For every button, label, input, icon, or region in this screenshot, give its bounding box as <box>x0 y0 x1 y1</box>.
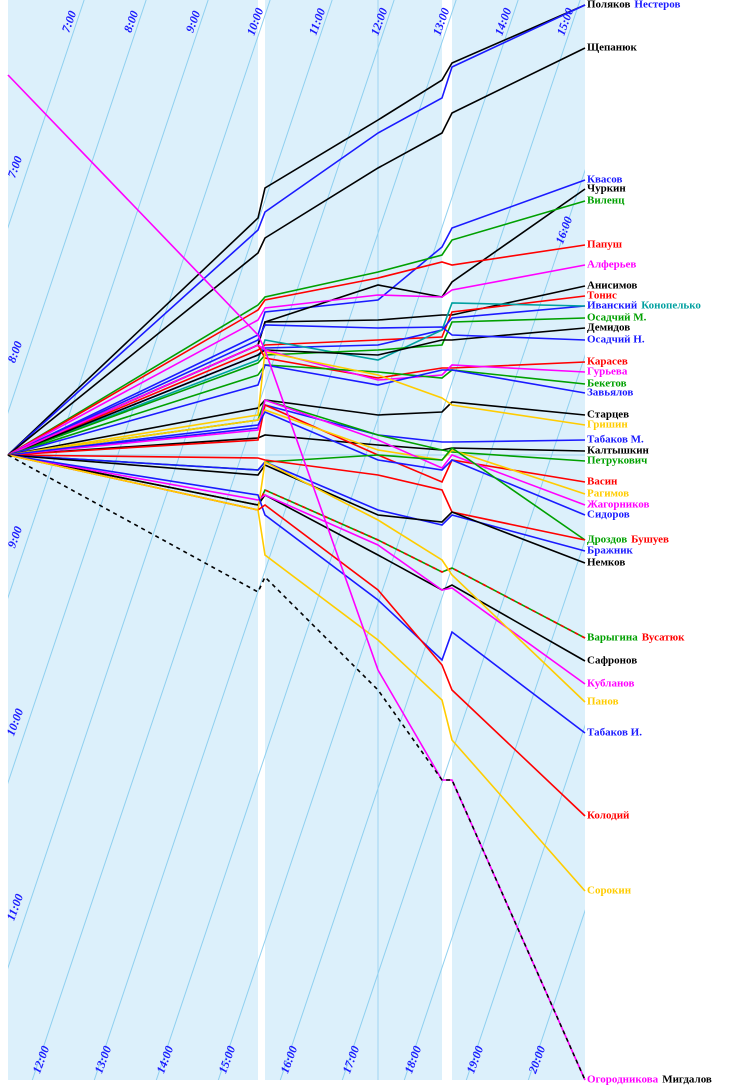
time-line <box>8 0 333 970</box>
legend-label: Завьялов <box>587 387 633 399</box>
time-line <box>341 354 585 1080</box>
time-line <box>8 0 209 600</box>
series-line <box>7 244 586 456</box>
time-line <box>465 724 585 1080</box>
legend-label: Бекетов <box>587 378 627 390</box>
legend-label: Гришин <box>587 419 628 431</box>
legend-label: Нестеров <box>634 0 680 11</box>
legend-label: Папуш <box>587 239 622 251</box>
series-line <box>7 302 586 456</box>
series-line <box>7 4 586 456</box>
series-line <box>7 454 586 892</box>
series-line <box>7 364 586 456</box>
series-line <box>7 454 586 564</box>
legend-label: Мигдалов <box>662 1074 712 1086</box>
legend-label: Квасов <box>587 174 623 186</box>
series-line <box>7 351 586 456</box>
labels: 7:00 8:00 9:00 10:00 11:00 12:00 13:00 14:00 15:… <box>3 0 711 1086</box>
time-line <box>403 539 585 1080</box>
legend-label: Огородникова <box>587 1074 659 1086</box>
legend-label: Панов <box>587 696 619 708</box>
legend-label: Табаков М. <box>587 434 644 446</box>
series-line <box>7 324 586 456</box>
legend-label: Дроздов <box>587 534 627 546</box>
legend-label: Осадчий Н. <box>587 334 645 346</box>
legend-label: Щепанюк <box>587 42 638 54</box>
legend-label: Виленц <box>587 195 625 207</box>
legend-label: Гурьева <box>587 366 628 378</box>
legend-label: Немков <box>587 557 625 569</box>
series-line <box>7 410 586 516</box>
legend-label: Варыгина <box>587 632 638 644</box>
time-line <box>217 0 581 1080</box>
series-line <box>7 47 586 456</box>
series-line <box>7 295 586 456</box>
series-line <box>7 74 586 1081</box>
legend-label: Сидоров <box>587 509 630 521</box>
series-line <box>7 327 586 456</box>
legend-label: Тонис <box>587 290 617 302</box>
legend-label: Калтышкин <box>587 445 650 457</box>
legend-label: Старцев <box>587 409 629 421</box>
time-line <box>93 0 457 1080</box>
legend-label: Демидов <box>587 322 630 334</box>
legend-label: Анисимов <box>587 280 637 292</box>
legend-label: Жагорников <box>587 499 650 511</box>
legend-label: Алферьев <box>587 259 636 271</box>
separator <box>442 0 452 1080</box>
time-line <box>8 0 85 229</box>
legend-label: Чуркин <box>587 183 626 195</box>
plot-background <box>8 0 585 1080</box>
legend-label: Конопелько <box>641 300 701 312</box>
legend-label: Сорокин <box>587 885 632 897</box>
legend-label: Иванский <box>587 300 638 312</box>
series-line <box>7 317 586 456</box>
lines <box>7 4 586 1081</box>
time-line <box>155 0 519 1080</box>
legend-label: Карасев <box>587 356 628 368</box>
legend-label: Бушуев <box>631 534 669 546</box>
series-line <box>7 344 586 456</box>
series-line <box>7 264 586 456</box>
legend-label: Петрукович <box>587 455 647 467</box>
legend-label: Поляков <box>587 0 630 11</box>
legend-label: Колодий <box>587 810 630 822</box>
series-line <box>7 454 586 552</box>
legend-label: Рагимов <box>587 488 629 500</box>
legend-label: Бражник <box>587 545 634 557</box>
series-line <box>7 454 586 685</box>
legend-label: Осадчий М. <box>587 312 647 324</box>
legend-label: Кубланов <box>587 678 635 690</box>
series-line <box>7 4 586 456</box>
series-line <box>7 409 586 495</box>
legend-label: Вусатюк <box>642 632 685 644</box>
series-line <box>7 454 586 639</box>
legend-label: Сафронов <box>587 655 637 667</box>
legend-label: Васин <box>587 476 618 488</box>
separator <box>258 0 265 1080</box>
legend-label: Табаков И. <box>587 727 642 739</box>
series-line <box>7 398 586 506</box>
time-line <box>8 0 147 414</box>
series-line <box>7 454 586 734</box>
time-line <box>31 0 395 1080</box>
series-line <box>7 200 586 456</box>
time-line <box>8 0 271 785</box>
